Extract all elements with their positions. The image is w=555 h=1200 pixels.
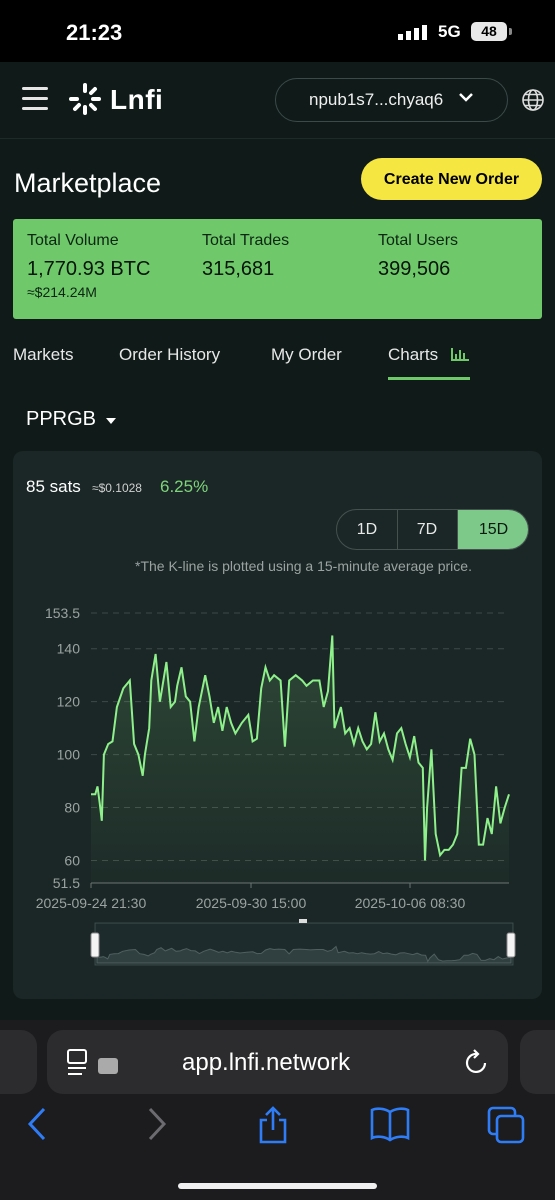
price-line-chart[interactable]: 153.5 140 120 100 80 60 51.5 2025-09-24 21:30 2… (13, 595, 542, 975)
url-text[interactable]: app.lnfi.network (182, 1049, 351, 1076)
price-area (91, 635, 509, 883)
page-menu-icon[interactable] (66, 1048, 126, 1078)
wallet-selector[interactable] (275, 78, 508, 122)
back-icon[interactable] (26, 1106, 48, 1142)
total-volume-label: Total Volume (27, 232, 119, 249)
forward-icon[interactable] (146, 1106, 168, 1142)
create-new-order-button[interactable]: Create New Order (361, 158, 542, 200)
range-1d-button[interactable]: 1D (337, 510, 398, 549)
y-tick-label: 60 (64, 853, 80, 869)
hamburger-menu-icon[interactable] (22, 87, 48, 111)
x-tick-label: 2025-10-06 08:30 (355, 895, 466, 911)
home-indicator (178, 1183, 377, 1189)
tab-markets[interactable]: Markets (13, 345, 74, 364)
total-volume-value: 1,770.93 BTC (27, 258, 151, 280)
network-type: 5G (438, 22, 461, 41)
range-15d-button[interactable]: 15D (458, 510, 528, 549)
tab-order-history[interactable]: Order History (119, 345, 221, 364)
slider-right-handle[interactable] (506, 932, 516, 958)
kline-note: *The K-line is plotted using a 15-minute… (135, 558, 472, 574)
y-tick-label: 100 (57, 747, 81, 763)
reload-icon[interactable] (464, 1048, 490, 1076)
tab-my-order[interactable]: My Order (271, 345, 342, 364)
chevron-down-icon[interactable] (458, 92, 474, 104)
y-tick-label: 51.5 (53, 875, 80, 891)
total-users-value: 399,506 (378, 258, 451, 280)
slider-drag-grip[interactable] (299, 919, 307, 923)
lnfi-logo-icon (69, 83, 101, 115)
bookmarks-icon[interactable] (369, 1106, 411, 1142)
price-sats: 85 sats (26, 477, 81, 496)
y-tick-label: 120 (57, 694, 81, 710)
globe-icon[interactable] (521, 88, 545, 112)
battery-indicator: 48 (471, 22, 507, 41)
bar-chart-icon[interactable] (451, 346, 469, 362)
price-usd: ≈$0.1028 (92, 481, 142, 495)
stats-panel (13, 219, 542, 319)
previous-tab-peek[interactable] (0, 1030, 37, 1094)
range-slider[interactable] (90, 919, 516, 966)
x-tick-label: 2025-09-30 15:00 (196, 895, 307, 911)
share-icon[interactable] (256, 1106, 290, 1144)
total-volume-usd: ≈$214.24M (27, 284, 97, 300)
range-selector: 1D 7D 15D (336, 509, 529, 550)
status-bar (0, 0, 555, 62)
y-tick-label: 140 (57, 641, 81, 657)
caret-down-icon[interactable] (105, 417, 117, 425)
y-tick-label: 153.5 (45, 605, 80, 621)
total-trades-value: 315,681 (202, 258, 275, 280)
app-header (0, 62, 555, 139)
wallet-address[interactable]: npub1s7...chyaq6 (309, 90, 444, 109)
tabs-overview-icon[interactable] (487, 1106, 527, 1144)
total-users-label: Total Users (378, 232, 459, 249)
x-tick-label: 2025-09-24 21:30 (36, 895, 147, 911)
active-tab-indicator (388, 377, 470, 380)
address-bar[interactable] (47, 1030, 508, 1094)
token-selector[interactable]: PPRGB (26, 408, 97, 430)
y-tick-label: 80 (64, 800, 80, 816)
next-tab-peek[interactable] (520, 1030, 555, 1094)
signal-icon (398, 25, 427, 40)
slider-left-handle[interactable] (90, 932, 100, 958)
total-trades-label: Total Trades (202, 232, 290, 249)
tab-charts[interactable]: Charts (388, 345, 439, 364)
mini-overview-line (96, 945, 512, 964)
price-change: 6.25% (160, 477, 209, 496)
status-time: 21:23 (66, 20, 123, 45)
brand-name: Lnfi (110, 84, 164, 115)
battery-nub (509, 28, 512, 35)
price-line (91, 635, 510, 861)
range-7d-button[interactable]: 7D (397, 510, 458, 549)
page-title: Marketplace (14, 168, 162, 198)
